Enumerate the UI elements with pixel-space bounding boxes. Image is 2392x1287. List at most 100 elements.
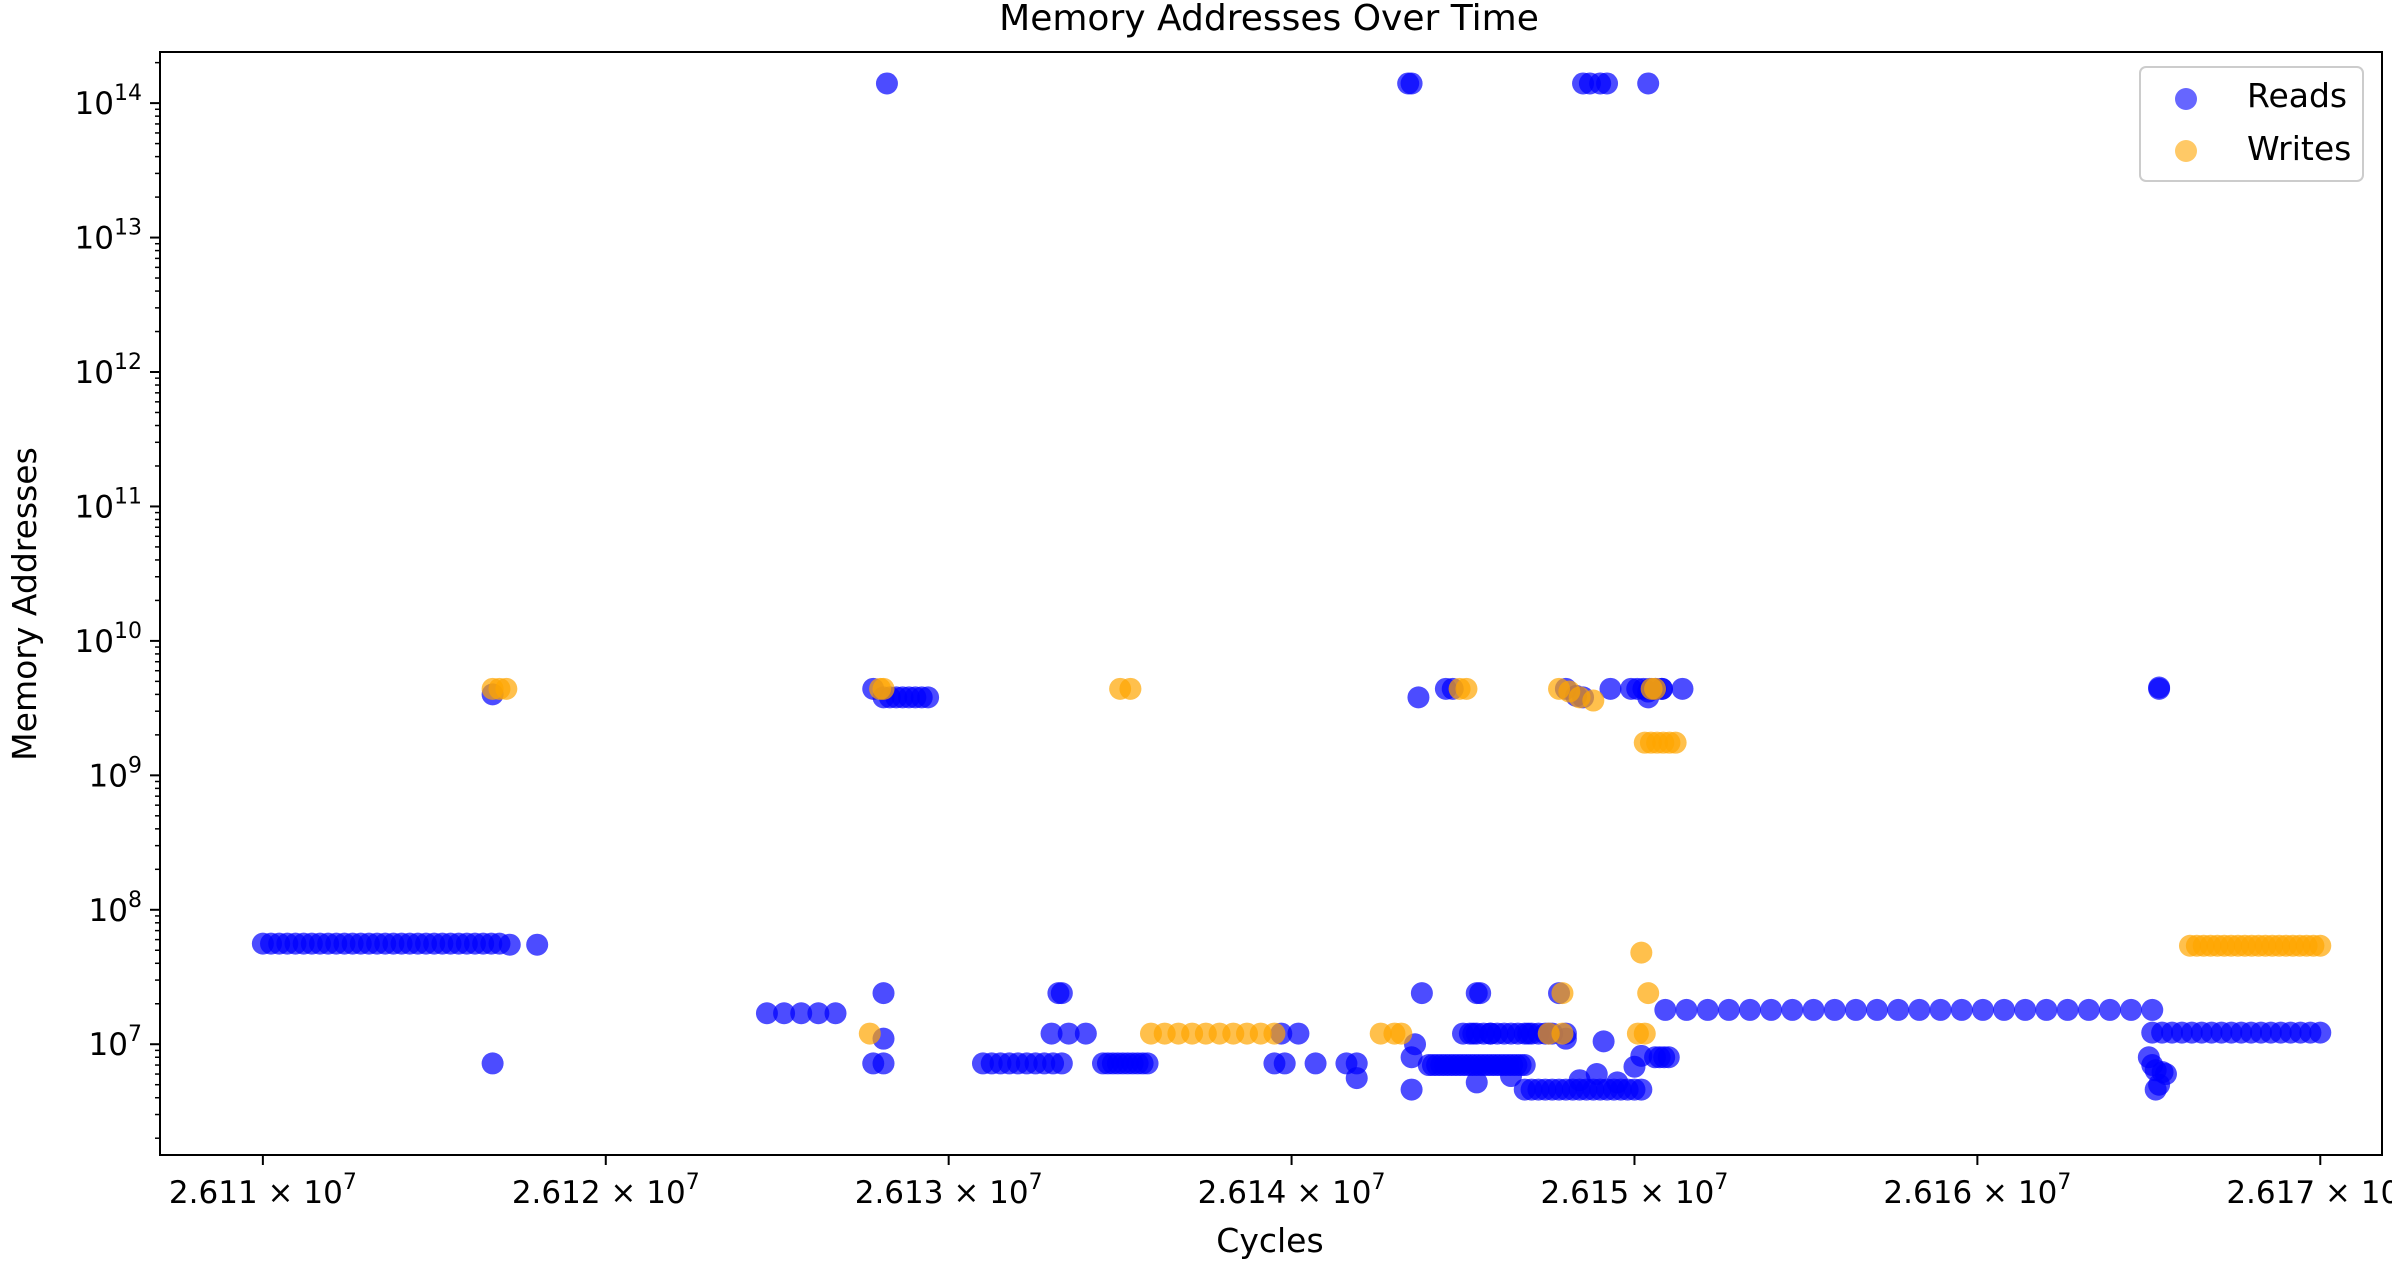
data-point xyxy=(1760,998,1783,1021)
legend-label-reads: Reads xyxy=(2247,76,2347,115)
data-point xyxy=(1606,1071,1629,1094)
data-point xyxy=(2098,998,2121,1021)
data-point xyxy=(2120,998,2143,1021)
data-point xyxy=(1633,1022,1656,1045)
data-point xyxy=(1671,677,1694,700)
y-tick-label: 1012 xyxy=(75,350,142,391)
plot-points xyxy=(251,72,2332,1101)
data-point xyxy=(1781,998,1804,1021)
x-tick-label: 2.611 × 107 xyxy=(169,1170,357,1211)
data-point xyxy=(1400,72,1423,95)
y-axis-label: Memory Addresses xyxy=(5,447,44,761)
data-point xyxy=(858,1022,881,1045)
data-point xyxy=(1637,982,1660,1005)
data-point xyxy=(1599,677,1622,700)
y-tick-label: 1013 xyxy=(75,216,142,257)
data-point xyxy=(1950,998,1973,1021)
data-point xyxy=(1596,72,1619,95)
series-reads xyxy=(251,72,2332,1101)
y-tick-label: 1014 xyxy=(75,81,142,122)
data-point xyxy=(1717,998,1740,1021)
data-point xyxy=(1657,1046,1680,1069)
data-point xyxy=(872,1052,895,1075)
data-point xyxy=(1136,1052,1159,1075)
data-point xyxy=(773,1002,796,1025)
data-point xyxy=(1585,1063,1608,1086)
data-point xyxy=(1462,1022,1485,1045)
y-tick-label: 1011 xyxy=(75,484,142,525)
x-axis-ticks: 2.611 × 107 2.612 × 107 2.613 × 107 2.614 ×… xyxy=(169,1155,2392,1211)
data-point xyxy=(1479,1022,1502,1045)
data-point xyxy=(1630,1078,1653,1101)
data-point xyxy=(824,1002,847,1025)
data-point xyxy=(1592,1030,1615,1053)
data-point xyxy=(1630,1044,1653,1067)
data-point xyxy=(1304,1052,1327,1075)
x-tick-label: 2.612 × 107 xyxy=(512,1170,700,1211)
data-point xyxy=(1410,982,1433,1005)
data-point xyxy=(1664,731,1687,754)
legend-marker-writes xyxy=(2175,140,2197,162)
data-point xyxy=(917,686,940,709)
data-point xyxy=(2014,998,2037,1021)
data-point xyxy=(481,1052,504,1075)
data-point xyxy=(1551,982,1574,1005)
data-point xyxy=(2035,998,2058,1021)
data-point xyxy=(2056,998,2079,1021)
y-axis-ticks: 107 108 109 1010 1011 1012 1013 1014 xyxy=(75,61,160,1139)
data-point xyxy=(1696,998,1719,1021)
data-point xyxy=(1568,1069,1591,1092)
y-tick-label: 1010 xyxy=(75,619,142,660)
plot-frame xyxy=(159,51,2383,1156)
data-point xyxy=(1517,1022,1540,1045)
data-point xyxy=(526,933,549,956)
data-point xyxy=(807,1002,830,1025)
data-point xyxy=(1993,998,2016,1021)
data-point xyxy=(1057,1022,1080,1045)
data-point xyxy=(1050,982,1073,1005)
x-tick-label: 2.614 × 107 xyxy=(1198,1170,1386,1211)
data-point xyxy=(1887,998,1910,1021)
data-point xyxy=(1866,998,1889,1021)
data-point xyxy=(1844,998,1867,1021)
data-point xyxy=(1345,1067,1368,1090)
data-point xyxy=(1287,1022,1310,1045)
data-point xyxy=(1500,1065,1523,1088)
data-point xyxy=(872,982,895,1005)
data-point xyxy=(1455,677,1478,700)
data-point xyxy=(2309,1021,2332,1044)
data-point xyxy=(875,72,898,95)
data-point xyxy=(1050,1052,1073,1075)
data-point xyxy=(2148,676,2171,699)
data-point xyxy=(1675,998,1698,1021)
data-point xyxy=(1929,998,1952,1021)
data-point xyxy=(1119,677,1142,700)
data-point xyxy=(1407,686,1430,709)
data-point xyxy=(1390,1022,1413,1045)
data-point xyxy=(1537,1022,1560,1045)
data-point xyxy=(790,1002,813,1025)
data-point xyxy=(755,1002,778,1025)
data-point xyxy=(2309,934,2332,957)
series-writes xyxy=(481,677,2332,1045)
data-point xyxy=(1637,72,1660,95)
data-point xyxy=(1739,998,1762,1021)
data-point xyxy=(1465,1071,1488,1094)
data-point xyxy=(1630,941,1653,964)
data-point xyxy=(1823,998,1846,1021)
data-point xyxy=(872,677,895,700)
data-point xyxy=(1040,1022,1063,1045)
data-point xyxy=(2141,998,2164,1021)
x-tick-label: 2.616 × 107 xyxy=(1883,1170,2071,1211)
data-point xyxy=(1908,998,1931,1021)
y-tick-label: 108 xyxy=(89,888,142,929)
x-tick-label: 2.613 × 107 xyxy=(855,1170,1043,1211)
legend-marker-reads xyxy=(2175,88,2197,110)
data-point xyxy=(1400,1078,1423,1101)
legend: Reads Writes xyxy=(2139,66,2364,182)
data-point xyxy=(1971,998,1994,1021)
data-point xyxy=(498,933,521,956)
data-point xyxy=(2077,998,2100,1021)
